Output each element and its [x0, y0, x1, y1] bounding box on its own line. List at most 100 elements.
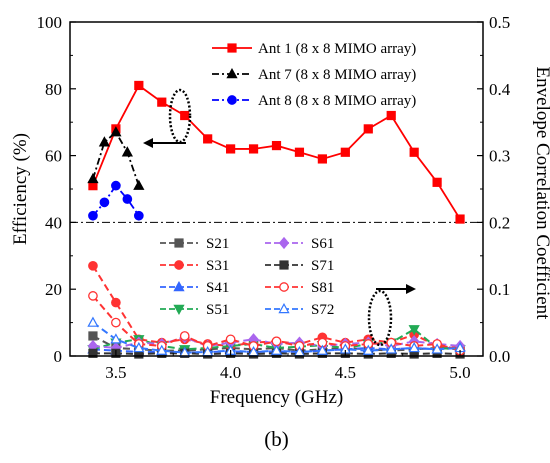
ecc-line-s51: [92, 328, 461, 351]
x-tick-label: 3.5: [105, 363, 126, 382]
x-axis-label: Frequency (GHz): [210, 387, 343, 408]
efficiency-point-3: [99, 197, 110, 208]
legend-marker: [174, 260, 184, 270]
efficiency-point-2: [121, 146, 133, 157]
ecc-point-s51: [408, 325, 420, 336]
legend-label: S71: [311, 258, 334, 274]
ecc-point-s31: [111, 297, 121, 308]
ecc-point-s72: [362, 344, 374, 355]
y-right-tick-label: 0.3: [489, 147, 510, 166]
efficiency-point-1: [317, 154, 327, 164]
legend-item-s51: S51: [160, 302, 229, 318]
legend-marker: [226, 67, 238, 79]
ecc-point-s72: [110, 333, 122, 344]
annotations: [143, 88, 416, 347]
legend-item-s71: S71: [265, 258, 334, 274]
legend-marker: [279, 282, 289, 292]
ecc-point-s72: [156, 344, 168, 355]
efficiency-point-3: [88, 210, 98, 221]
legend-label: S81: [311, 280, 334, 296]
y-left-tick-label: 0: [54, 347, 63, 366]
efficiency-point-1: [271, 140, 282, 151]
ecc-point-s21: [88, 331, 98, 341]
ecc-point-s31: [88, 260, 98, 271]
y-left-tick-label: 100: [37, 13, 63, 32]
y-right-tick-label: 0.2: [489, 213, 510, 232]
x-tick-label: 5.0: [449, 363, 470, 382]
legend-label: S61: [311, 236, 334, 252]
legend-label: S31: [206, 258, 229, 274]
ecc-point-s81: [179, 331, 190, 341]
ecc-point-s71: [88, 348, 98, 358]
y-right-tick-label: 0.0: [489, 347, 510, 366]
efficiency-point-1: [226, 144, 236, 154]
legend-marker: [227, 95, 237, 105]
efficiency-point-1: [363, 124, 373, 134]
efficiency-point-1: [248, 144, 259, 154]
efficiency-point-3: [133, 210, 144, 221]
legend-item-efficiency-3: Ant 8 (8 x 8 MIMO array): [212, 93, 416, 109]
x-tick-label: 4.5: [335, 363, 356, 382]
legend-item-s72: S72: [265, 302, 334, 318]
efficiency-line-3: [92, 184, 140, 217]
legend-item-s61: S61: [265, 236, 334, 252]
ecc-point-s81: [88, 291, 98, 301]
efficiency-point-1: [294, 147, 305, 157]
ecc-point-s81: [225, 334, 236, 345]
ecc-point-s72: [133, 341, 145, 353]
efficiency-point-2: [87, 172, 99, 184]
ecc-line-s31: [92, 265, 461, 349]
legend-label: S72: [311, 302, 334, 318]
legend-marker: [173, 304, 185, 316]
efficiency-series-2: [87, 126, 145, 190]
ecc-point-s81: [271, 336, 282, 347]
ecc-line-s41: [92, 345, 461, 354]
y-axis-left-label: Efficiency (%): [10, 133, 31, 245]
efficiency-point-3: [122, 194, 133, 204]
efficiency-point-1: [180, 110, 190, 121]
y-left-tick-label: 60: [45, 147, 62, 166]
series-layer: [87, 80, 466, 359]
axes: [69, 21, 484, 357]
legend-label: S41: [206, 280, 229, 296]
efficiency-point-1: [134, 80, 144, 91]
legend-marker: [278, 236, 290, 250]
figure-caption: (b): [264, 427, 289, 451]
legend-marker: [278, 302, 290, 314]
legend-marker: [227, 43, 237, 53]
legend-item-efficiency-2: Ant 7 (8 x 8 MIMO array): [212, 67, 416, 83]
efficiency-point-2: [98, 136, 111, 147]
ecc-series-s81: [88, 291, 465, 356]
ecc-point-s72: [431, 343, 443, 354]
y-right-tick-label: 0.4: [489, 80, 511, 99]
legend-marker: [173, 280, 185, 292]
legend-item-s41: S41: [160, 280, 229, 296]
legend-item-s21: S21: [160, 236, 229, 252]
y-right-tick-label: 0.1: [489, 280, 510, 299]
ecc-point-s72: [270, 344, 283, 355]
y-axis-right-label: Envelope Correlation Coefficient: [532, 67, 550, 321]
legend-label: Ant 1 (8 x 8 MIMO array): [258, 41, 416, 57]
efficiency-point-1: [409, 147, 419, 157]
legend-label: S51: [206, 302, 229, 318]
ecc-ellipse: [367, 289, 393, 347]
y-left-tick-label: 20: [45, 280, 62, 299]
efficiency-point-1: [432, 177, 442, 187]
ecc-point-s72: [316, 344, 329, 355]
legend-marker: [279, 260, 289, 270]
tick-labels: 3.5 4.0 4.5 5.0 0 20 40 60 80 100 0.0 0.1 0.2 0.3 0.4 0…: [37, 13, 511, 382]
x-tick-label: 4.0: [220, 363, 241, 382]
legend: Ant 1 (8 x 8 MIMO array) Ant 7 (8 x 8 MIM…: [160, 41, 416, 318]
efficiency-point-1: [340, 147, 350, 157]
efficiency-point-1: [386, 110, 396, 121]
legend-item-s81: S81: [265, 280, 334, 296]
efficiency-series-3: [88, 180, 144, 221]
ecc-line-s71: [92, 352, 461, 355]
legend-marker: [174, 238, 184, 248]
efficiency-line-2: [92, 130, 140, 186]
legend-item-s31: S31: [160, 258, 229, 274]
ecc-point-s72: [87, 316, 99, 327]
efficiency-point-1: [157, 97, 167, 107]
efficiency-point-1: [203, 134, 213, 144]
